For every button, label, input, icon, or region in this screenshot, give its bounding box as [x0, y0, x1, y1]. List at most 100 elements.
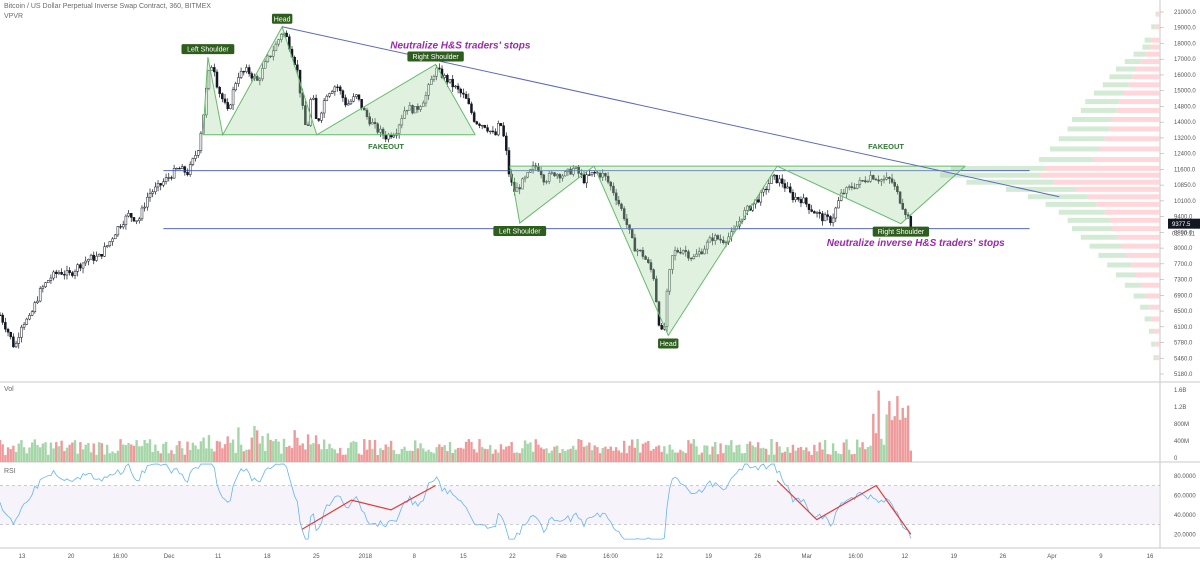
volume-bar	[293, 430, 296, 462]
candle-body	[46, 280, 50, 283]
candle-body	[188, 164, 192, 175]
rsi-tick-label: 20.0000	[1174, 532, 1196, 538]
candle-body	[57, 272, 61, 274]
volume-bar	[727, 445, 730, 462]
candle-body	[558, 174, 562, 179]
volume-profile-bar-up	[1080, 107, 1117, 113]
volume-bar	[893, 416, 896, 462]
volume-bar	[4, 455, 7, 462]
volume-bar	[807, 451, 811, 462]
candle-body	[274, 43, 278, 52]
volume-bar	[869, 445, 872, 462]
candle-body	[164, 177, 168, 182]
rsi-line	[0, 463, 912, 540]
volume-bar	[502, 449, 505, 462]
time-tick-label: 13	[19, 554, 26, 560]
candle-body	[837, 200, 840, 209]
volume-bar	[783, 451, 787, 462]
candle-body	[622, 208, 626, 220]
volume-profile-bar-up	[1144, 316, 1152, 322]
volume-bar	[566, 449, 570, 462]
candle-body	[22, 323, 26, 328]
candle-body	[904, 209, 907, 215]
volume-bar	[355, 442, 358, 462]
volume-bar	[352, 441, 355, 462]
volume-bar	[392, 450, 395, 462]
candle-body	[545, 181, 548, 183]
volume-bar	[818, 442, 821, 462]
volume-bar	[770, 438, 773, 462]
volume-bar	[280, 453, 283, 462]
candle-body	[12, 336, 15, 348]
time-tick-label: Feb	[556, 554, 567, 560]
pattern-badge	[872, 226, 930, 237]
volume-bar	[178, 440, 181, 462]
volume-bar	[850, 454, 854, 462]
candle-body	[612, 185, 615, 194]
pattern-badge	[271, 13, 293, 24]
volume-bar	[499, 444, 503, 462]
volume-profile-bar-up	[1140, 304, 1150, 310]
volume-profile-bar-up	[1155, 11, 1158, 17]
candle-body	[671, 255, 674, 270]
candle-body	[111, 238, 114, 242]
candle-body	[405, 109, 409, 112]
volume-bar	[226, 436, 229, 462]
volume-bar	[306, 434, 310, 462]
volume-bar	[880, 438, 883, 462]
volume-bar	[665, 453, 669, 462]
volume-bar	[695, 446, 698, 462]
candle-body	[842, 192, 846, 195]
candle-body	[505, 135, 508, 151]
candle-body	[689, 257, 693, 260]
volume-bar	[116, 450, 120, 462]
volume-bar	[89, 452, 93, 462]
volume-profile-bar-up	[1149, 328, 1154, 334]
price-tick-label: 15000.0	[1174, 89, 1196, 95]
volume-bar	[877, 390, 880, 462]
price-tick-label: 19000.0	[1174, 26, 1196, 32]
annotation-note: Neutralize H&S traders' stops	[390, 40, 531, 51]
time-tick-label: Dec	[164, 554, 175, 560]
candle-body	[373, 121, 377, 125]
candle-body	[271, 50, 275, 57]
candle-body	[124, 215, 128, 225]
volume-bar	[341, 454, 345, 462]
volume-bar	[73, 440, 77, 462]
bar-countdown: 02:10:11	[1172, 232, 1196, 238]
volume-bar	[601, 447, 604, 462]
volume-bar	[57, 446, 61, 462]
candle-body	[132, 217, 136, 222]
volume-bar	[735, 445, 738, 462]
price-tick-label: 21000.0	[1174, 10, 1196, 16]
candle-body	[807, 203, 811, 210]
volume-bar	[553, 446, 556, 462]
volume-bar	[14, 451, 18, 462]
candle-body	[697, 251, 701, 255]
candle-body	[89, 254, 93, 260]
candle-body	[794, 197, 797, 201]
volume-bar	[400, 449, 404, 462]
candle-body	[550, 172, 554, 174]
candle-body	[649, 262, 653, 270]
candle-body	[368, 116, 371, 125]
volume-bar	[363, 439, 366, 462]
volume-profile-bar-down	[1096, 201, 1160, 207]
volume-bar	[724, 444, 728, 462]
volume-bar	[775, 441, 779, 462]
fakeout-label: FAKEOUT	[368, 142, 404, 151]
time-tick-label: 20	[68, 554, 75, 560]
candle-body	[555, 174, 559, 177]
volume-profile-bar-down	[1039, 172, 1160, 178]
volume-bar	[767, 454, 771, 462]
volume-bar	[296, 437, 299, 462]
volume-bar	[719, 443, 722, 462]
volume-bar	[81, 449, 85, 462]
volume-tick-label: 1.6B	[1174, 388, 1186, 394]
volume-bar	[373, 439, 377, 462]
candle-body	[869, 175, 872, 182]
volume-bar	[419, 443, 422, 462]
volume-profile-bar-up	[1124, 282, 1141, 288]
